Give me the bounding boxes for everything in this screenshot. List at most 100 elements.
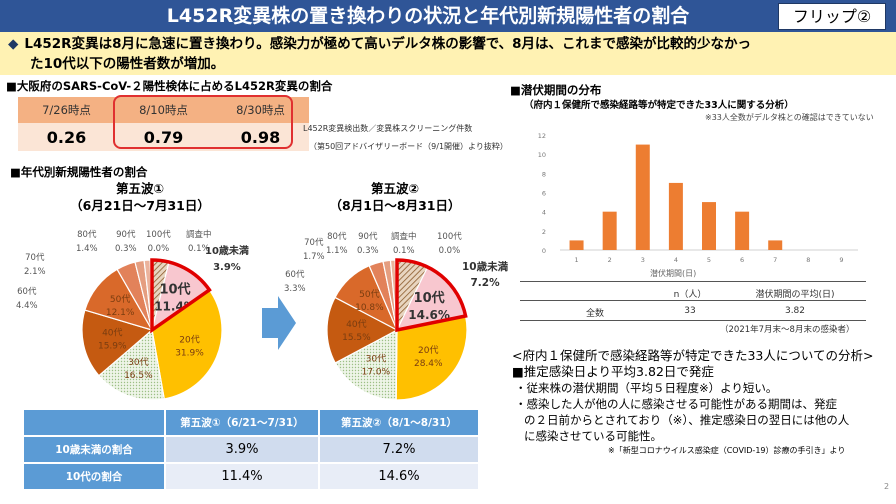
analysis-bullet-1: ・従来株の潜伏期間（平均５日程度※）より短い。 <box>515 381 778 395</box>
analysis-title: <府内１保健所で感染経路等が特定できた33人についての分析> <box>512 348 874 363</box>
pie1-label-under10: 10歳未満 3.9% <box>205 246 249 273</box>
pie-label-value: 17.0% <box>362 368 391 378</box>
analysis-bullets: ・従来株の潜伏期間（平均５日程度※）より短い。 ・感染した人が他の人に感染させる… <box>515 380 849 444</box>
bar-x-tick: 6 <box>740 256 744 264</box>
comparison-table: 第五波①（6/21～7/31） 第五波②（8/1～8/31） 10歳未満の割合 … <box>22 408 480 491</box>
bar-y-tick: 10 <box>538 151 546 159</box>
cmp-row-label: 10代の割合 <box>22 462 166 491</box>
pie2-label-70: 70代 1.7% <box>303 238 325 262</box>
bar-x-tick: 4 <box>674 256 678 264</box>
summary-line-1: L452R変異は8月に急速に置き換わり。感染力が極めて高いデルタ株の影響で、8月… <box>24 36 752 52</box>
arrow-right-icon <box>262 296 296 350</box>
pie2-label-80: 80代 1.1% <box>326 232 348 256</box>
bar-xlabel: 潜伏期間(日) <box>650 269 697 278</box>
age-heading: ■年代別新規陽性者の割合 <box>10 165 148 179</box>
l452r-heading: ■大阪府のSARS-CoV-２陽性検体に占めるL452R変異の割合 <box>6 79 333 93</box>
pie-label-name: 40代 <box>102 327 122 338</box>
pie2-label-unknown: 調査中 0.1% <box>391 232 417 256</box>
cmp-header-0 <box>22 408 166 437</box>
inc-th-n: n（人） <box>673 290 707 300</box>
inc-row-n: 33 <box>684 306 696 316</box>
pie-label-value: 16.5% <box>124 371 153 381</box>
pie-label-name: 50代 <box>110 294 130 305</box>
page-number: 2 <box>884 482 890 491</box>
pie-label-name: 30代 <box>366 354 386 365</box>
pie-slice-40代 <box>326 296 399 364</box>
cmp-header-2: 第五波②（8/1～8/31） <box>318 408 480 437</box>
table-rule-bottom <box>520 320 866 321</box>
bar-7 <box>768 240 783 250</box>
l452r-col-0: 7/26時点 <box>18 97 115 123</box>
cmp-cell: 7.2% <box>318 435 480 464</box>
diamond-bullet-icon: ◆ <box>8 36 19 52</box>
cmp-row-label: 10歳未満の割合 <box>22 435 166 464</box>
cmp-cell: 14.6% <box>318 462 480 491</box>
flip-label: フリップ② <box>778 3 886 30</box>
pie1-label-60: 60代 4.4% <box>16 287 38 311</box>
bar-x-tick: 3 <box>641 256 645 264</box>
pie-highlight-outline <box>150 258 212 334</box>
analysis-bullet-2a: ・感染した人が他の人に感染させる可能性がある期間は、発症 <box>515 397 837 411</box>
bar-3 <box>635 144 650 250</box>
pie2-label-90: 90代 0.3% <box>357 232 379 256</box>
bar-x-tick: 9 <box>839 256 843 264</box>
bar-y-tick: 12 <box>538 132 546 140</box>
pie-label-value: 12.1% <box>106 308 135 318</box>
incubation-heading: ■潜伏期間の分布 <box>510 83 602 97</box>
l452r-val-0: 0.26 <box>18 123 115 151</box>
pie1-label-70: 70代 2.1% <box>24 253 46 277</box>
incubation-note: ※33人全数がデルタ株との確認はできていない <box>705 113 874 122</box>
pie1-label-unknown: 調査中 0.1% <box>186 230 212 254</box>
inc-row-avg: 3.82 <box>784 306 806 316</box>
bar-6 <box>735 211 750 250</box>
table-rule-mid <box>520 300 866 301</box>
pie-label-name: 40代 <box>346 319 366 330</box>
bar-y-tick: 6 <box>542 190 546 198</box>
pie-label-name: 10代 <box>414 290 445 306</box>
l452r-val-1: 0.79 <box>115 123 212 151</box>
pie-slice-20代 <box>395 315 468 401</box>
analysis-source: ※「新型コロナウイルス感染症（COVID-19）診療の手引き」より <box>608 446 846 455</box>
pie2-label-100: 100代 0.0% <box>437 232 462 256</box>
pie-slice-30代 <box>98 328 165 401</box>
inc-th-avg: 潜伏期間の平均(日) <box>755 290 835 300</box>
bar-y-tick: 2 <box>542 228 546 236</box>
inc-row-label: 全数 <box>585 309 604 319</box>
pie-slice-30代 <box>334 328 398 401</box>
pie2-label-60: 60代 3.3% <box>284 270 306 294</box>
pie2-label-under10: 10歳未満 7.2% <box>462 261 509 289</box>
l452r-note-1: L452R変異検出数／変異株スクリーニング件数 <box>303 124 473 133</box>
pie-label-value: 31.9% <box>175 349 204 359</box>
pie-label-name: 50代 <box>359 289 379 300</box>
pie1-label-100: 100代 0.0% <box>146 230 171 254</box>
incubation-subheading: （府内１保健所で感染経路等が特定できた33人に関する分析） <box>524 100 794 111</box>
bar-5 <box>702 202 716 250</box>
summary-line-2: た10代以下の陽性者数が増加。 <box>30 56 225 72</box>
bar-x-tick: 5 <box>707 256 711 264</box>
bar-x-tick: 7 <box>773 256 777 264</box>
cmp-cell: 3.9% <box>164 435 320 464</box>
pie-label-value: 14.6% <box>408 308 450 322</box>
bar-x-tick: 1 <box>574 256 578 264</box>
pie-label-value: 15.9% <box>98 341 127 351</box>
bar-y-tick: 8 <box>542 170 546 178</box>
pie1-label-90: 90代 0.3% <box>115 230 137 254</box>
bar-y-tick: 4 <box>542 209 546 217</box>
table-rule-top <box>520 281 866 282</box>
pie-slice-20代 <box>151 289 223 400</box>
period-note: （2021年7月末～8月末の感染者） <box>720 325 855 335</box>
bar-x-tick: 8 <box>806 256 810 264</box>
pie-label-name: 30代 <box>128 357 148 368</box>
bar-4 <box>668 182 683 250</box>
pie-label-value: 28.4% <box>414 359 443 369</box>
analysis-bullet-2c: に感染させている可能性。 <box>524 429 662 443</box>
bar-y-tick: 0 <box>542 247 546 255</box>
summary-box: ◆ L452R変異は8月に急速に置き換わり。感染力が極めて高いデルタ株の影響で、8… <box>0 32 896 75</box>
pie-label-value: 15.5% <box>342 333 371 343</box>
pie1-label-80: 80代 1.4% <box>76 230 98 254</box>
title-bar <box>0 0 896 32</box>
wave1-title-1: 第五波① <box>115 181 165 196</box>
pie-highlight-outline <box>395 258 468 333</box>
